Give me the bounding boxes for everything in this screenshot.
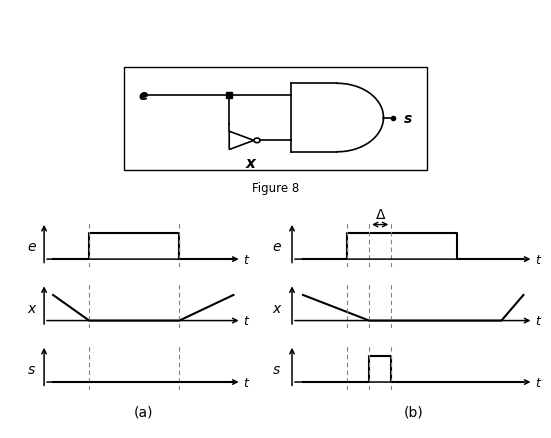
Text: Δ: Δ [375, 208, 385, 222]
Text: t: t [536, 376, 540, 389]
Text: x: x [273, 301, 280, 315]
Text: t: t [242, 314, 247, 327]
Text: e: e [27, 240, 36, 254]
Text: s: s [273, 362, 280, 376]
Text: t: t [536, 253, 540, 266]
Text: x: x [246, 155, 256, 170]
Text: t: t [536, 314, 540, 327]
Text: e: e [138, 88, 148, 102]
Text: Figure 8: Figure 8 [252, 182, 299, 195]
Polygon shape [229, 132, 254, 150]
Text: s: s [404, 111, 412, 125]
Text: t: t [242, 253, 247, 266]
Text: (a): (a) [133, 405, 153, 419]
Text: e: e [272, 240, 281, 254]
Text: t: t [242, 376, 247, 389]
Text: x: x [28, 301, 36, 315]
Text: (b): (b) [403, 405, 423, 419]
Circle shape [254, 139, 260, 143]
Text: s: s [28, 362, 35, 376]
